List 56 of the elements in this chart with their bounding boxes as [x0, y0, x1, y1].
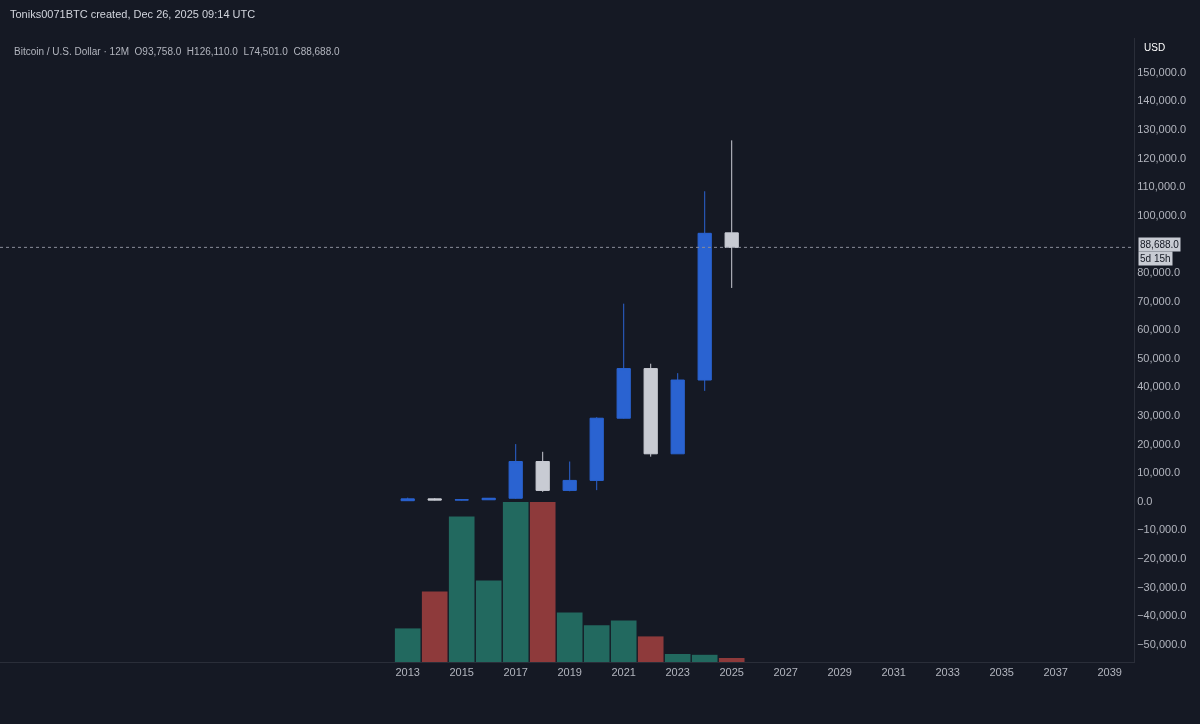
x-tick-label: 2023: [665, 666, 690, 679]
candlestick: [508, 443, 523, 500]
y-axis-title: USD: [1144, 42, 1166, 53]
x-tick-label: 2039: [1097, 666, 1122, 679]
candlestick: [670, 372, 685, 455]
y-tick-label: 110,000.0: [1137, 180, 1186, 193]
x-tick-label: 2037: [1043, 666, 1068, 679]
x-tick-label: 2015: [449, 666, 474, 679]
candlestick: [724, 139, 739, 289]
candlestick: [562, 461, 577, 492]
x-tick-label: 2025: [719, 666, 744, 679]
chart-title: Toniks0071BTC created, Dec 26, 2025 09:14 UTC: [10, 8, 256, 20]
candlestick: [643, 363, 658, 458]
y-tick-label: 150,000.0: [1137, 65, 1187, 78]
y-tick-label: 0.0: [1137, 494, 1153, 507]
y-tick-label: 10,000.0: [1137, 466, 1181, 479]
candlestick: [427, 497, 442, 501]
y-tick-label: −20,000.0: [1137, 552, 1187, 565]
x-tick-label: 2031: [881, 666, 906, 679]
y-tick-label: 50,000.0: [1137, 351, 1181, 364]
y-tick-label: 120,000.0: [1137, 151, 1187, 164]
y-tick-label: 70,000.0: [1137, 294, 1181, 307]
ref-line-label: 88,688.0: [1140, 239, 1180, 250]
bar: [421, 591, 448, 662]
candlestick: [400, 497, 415, 502]
candlestick: [616, 303, 631, 420]
x-tick-label: 2021: [611, 666, 636, 679]
bar: [718, 658, 745, 662]
y-tick-label: 140,000.0: [1137, 94, 1187, 107]
y-tick-label: 100,000.0: [1137, 208, 1187, 221]
y-tick-label: 60,000.0: [1137, 323, 1181, 336]
candlestick: [697, 190, 712, 392]
y-tick-label: −40,000.0: [1137, 609, 1187, 622]
bar: [529, 502, 556, 662]
y-tick-label: 40,000.0: [1137, 380, 1181, 393]
x-tick-label: 2033: [935, 666, 960, 679]
bar: [394, 628, 421, 662]
y-tick-label: 30,000.0: [1137, 409, 1181, 422]
y-tick-label: 80,000.0: [1137, 266, 1181, 279]
x-tick-label: 2035: [989, 666, 1014, 679]
x-tick-label: 2029: [827, 666, 852, 679]
text: Bitcoin / U.S. Dollar · 12M O93,758.0 H126,110.0 L74,501.0 C88,688.0: [14, 46, 340, 57]
text: 5d 15h: [1140, 253, 1171, 264]
candlestick: [589, 416, 604, 491]
x-tick-label: 2027: [773, 666, 798, 679]
y-tick-label: −50,000.0: [1137, 637, 1187, 650]
y-tick-label: 130,000.0: [1137, 123, 1187, 136]
x-tick-label: 2019: [557, 666, 582, 679]
x-tick-label: 2013: [395, 666, 420, 679]
candlestick: [535, 451, 550, 493]
candlestick: [454, 499, 469, 502]
y-tick-label: −30,000.0: [1137, 580, 1187, 593]
y-tick-label: −10,000.0: [1137, 523, 1187, 536]
x-tick-label: 2017: [503, 666, 528, 679]
y-tick-label: 20,000.0: [1137, 437, 1181, 450]
bar: [637, 636, 664, 662]
